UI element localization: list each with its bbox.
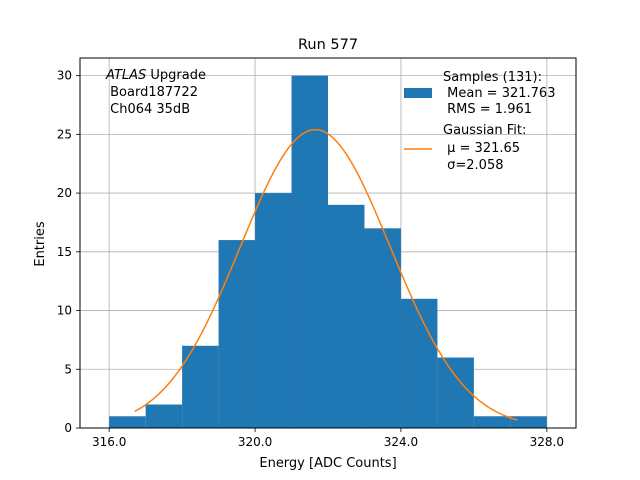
- y-tick-label: 20: [57, 186, 72, 200]
- legend-histogram-swatch: [404, 88, 432, 98]
- histogram-bar: [145, 404, 183, 428]
- y-tick-label: 0: [64, 421, 72, 435]
- y-tick-label: 10: [57, 304, 72, 318]
- histogram-bar: [218, 240, 256, 428]
- y-tick-label: 25: [57, 127, 72, 141]
- x-axis-label: Energy [ADC Counts]: [259, 456, 396, 471]
- atlas-label: ATLAS: [105, 68, 146, 83]
- histogram-bar: [182, 345, 219, 428]
- histogram-bar: [109, 416, 146, 428]
- axis-ticks: 316.0 320.0 324.0 328.0 0 5 10 15 20 25 30: [57, 69, 564, 449]
- histogram-bar: [255, 193, 292, 428]
- x-tick-label: 320.0: [238, 435, 272, 449]
- plot-frame: [79, 57, 577, 429]
- y-axis-label: Entries: [33, 221, 48, 267]
- annotation-line-2: Board187722: [106, 85, 198, 100]
- y-tick-label: 5: [64, 362, 72, 376]
- histogram-bar: [328, 204, 365, 428]
- legend-histogram-line-3: RMS = 1.961: [443, 102, 532, 117]
- x-tick-label: 316.0: [92, 435, 126, 449]
- histogram-bar: [364, 228, 401, 428]
- x-tick-label: 328.0: [530, 435, 564, 449]
- gaussian-fit-curve: [134, 128, 518, 421]
- atlas-annotation: ATLAS Upgrade Board187722 Ch064 35dB: [105, 68, 206, 117]
- histogram-bar: [291, 75, 328, 428]
- legend-fit-line-2: μ = 321.65: [443, 141, 520, 156]
- legend-histogram-line-2: Mean = 321.763: [443, 86, 555, 101]
- histogram-bar: [437, 357, 474, 428]
- y-tick-label: 15: [57, 245, 72, 259]
- svg-text:ATLAS Upgrade: ATLAS Upgrade: [105, 68, 206, 83]
- annotation-line-3: Ch064 35dB: [106, 102, 190, 117]
- histogram-bars: [109, 75, 547, 428]
- x-tick-label: 324.0: [384, 435, 418, 449]
- histogram-bar: [473, 416, 511, 428]
- annotation-line-1: Upgrade: [146, 68, 206, 83]
- legend-fit-line-3: σ=2.058: [443, 158, 503, 173]
- legend-fit-line-1: Gaussian Fit:: [443, 123, 526, 138]
- histogram-bar: [510, 416, 547, 428]
- legend-histogram-line-1: Samples (131):: [443, 70, 542, 85]
- histogram-bar: [400, 298, 438, 428]
- chart-title: Run 577: [298, 37, 358, 53]
- gaussian-fit-layer: [134, 128, 518, 421]
- y-tick-label: 30: [57, 69, 72, 83]
- legend: Samples (131): Mean = 321.763 RMS = 1.96…: [404, 70, 555, 173]
